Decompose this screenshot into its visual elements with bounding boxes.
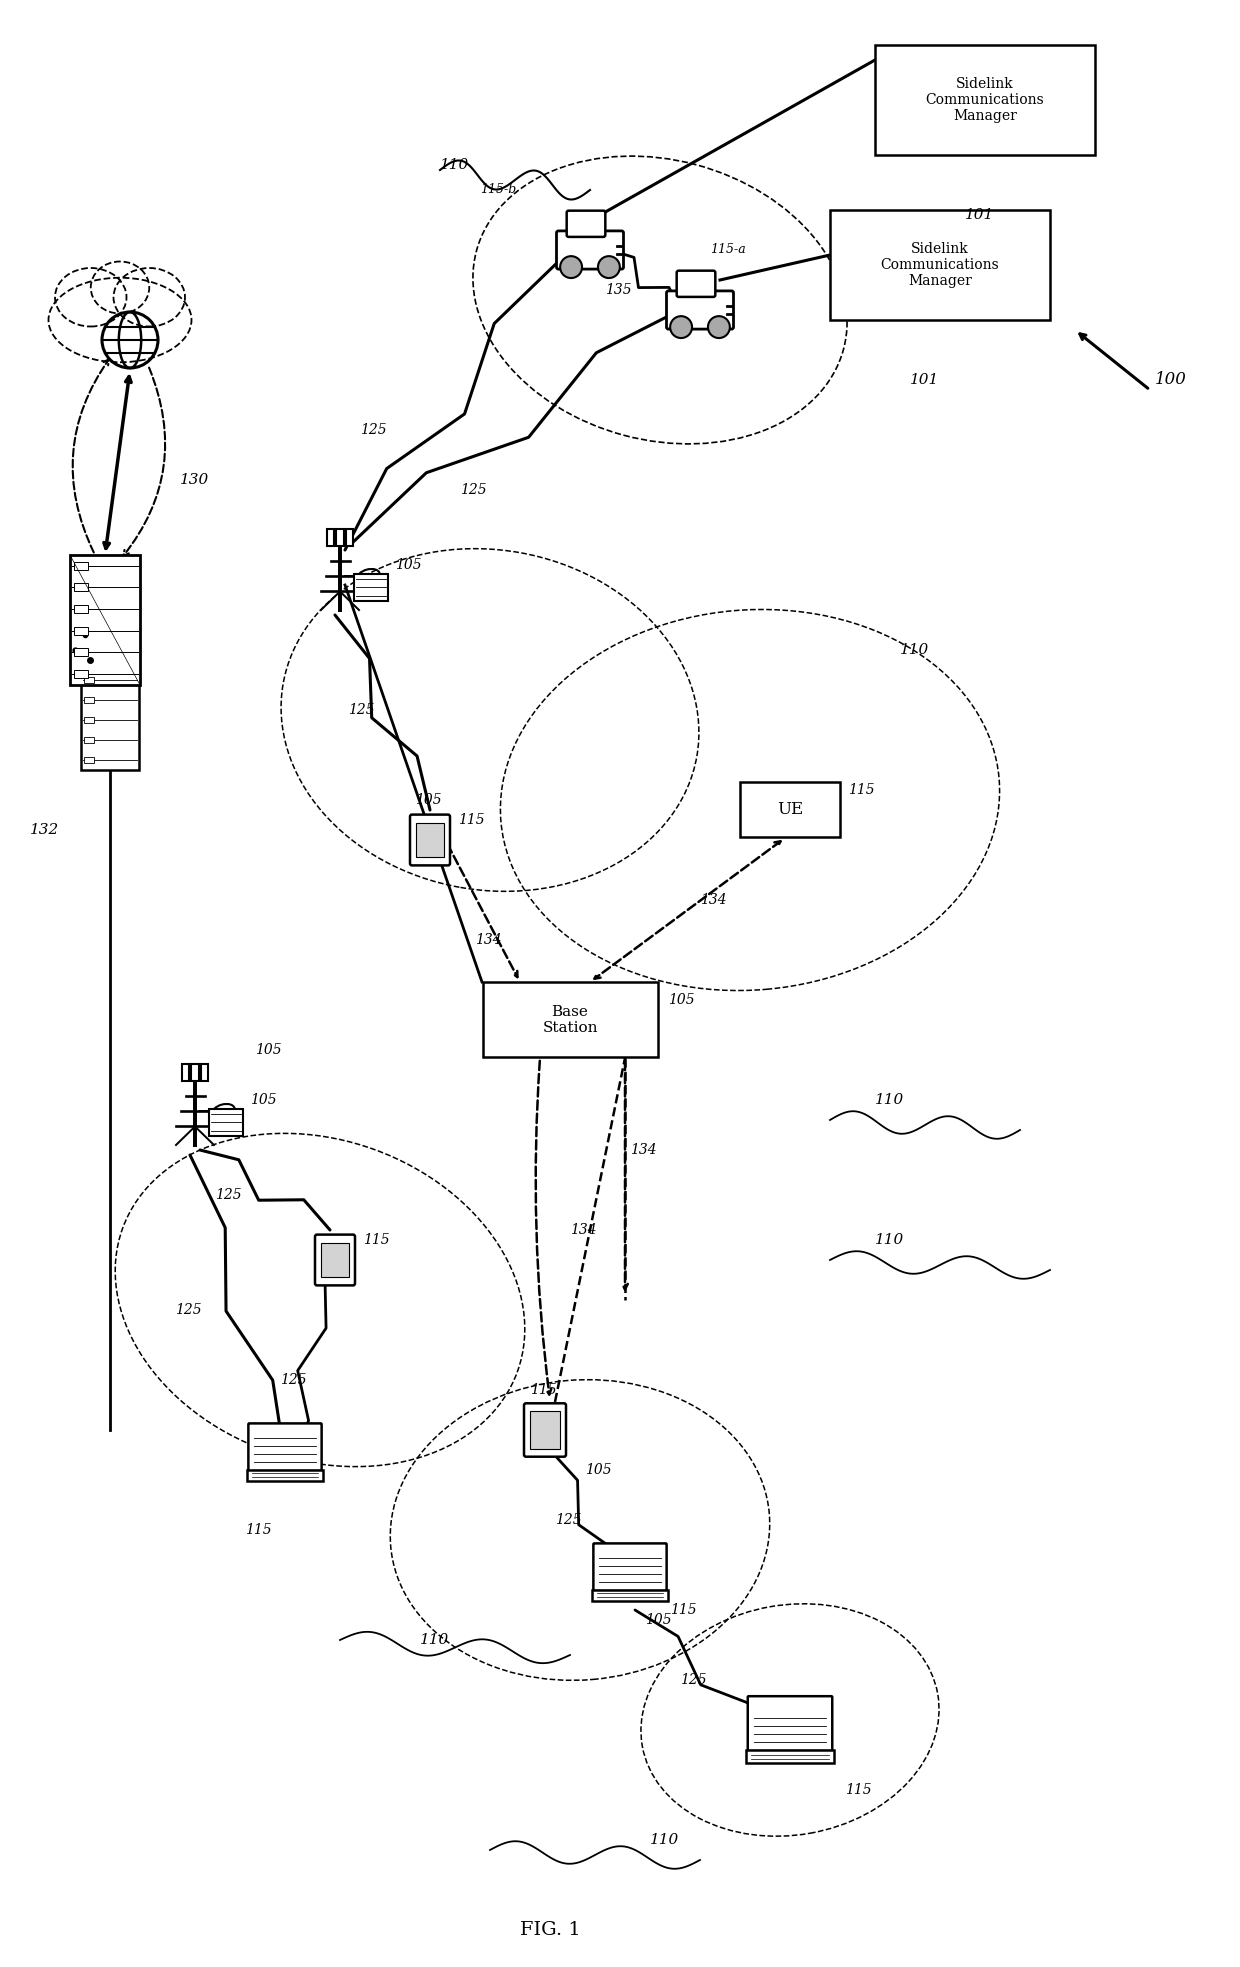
Bar bbox=[247, 1469, 322, 1481]
Bar bbox=[415, 822, 444, 858]
Bar bbox=[84, 738, 94, 744]
Text: 105: 105 bbox=[585, 1463, 611, 1477]
Text: 125: 125 bbox=[215, 1188, 242, 1202]
FancyBboxPatch shape bbox=[594, 1544, 667, 1591]
Bar bbox=[740, 783, 839, 838]
Text: 115: 115 bbox=[458, 812, 485, 826]
Circle shape bbox=[560, 256, 582, 277]
Text: 115: 115 bbox=[670, 1603, 697, 1617]
Bar bbox=[74, 671, 88, 679]
Bar bbox=[74, 627, 88, 635]
FancyBboxPatch shape bbox=[557, 230, 624, 269]
Text: 125: 125 bbox=[680, 1674, 707, 1688]
Bar bbox=[84, 718, 94, 724]
Text: 110: 110 bbox=[900, 643, 929, 657]
Text: UE: UE bbox=[777, 801, 804, 818]
Bar bbox=[69, 555, 140, 685]
FancyBboxPatch shape bbox=[667, 291, 734, 328]
Bar bbox=[529, 1410, 560, 1450]
Text: 105: 105 bbox=[415, 793, 441, 806]
Text: 105: 105 bbox=[250, 1094, 277, 1107]
Bar bbox=[591, 1589, 668, 1601]
FancyBboxPatch shape bbox=[410, 814, 450, 865]
Text: 101: 101 bbox=[910, 374, 939, 387]
Bar bbox=[830, 210, 1050, 321]
Text: FIG. 1: FIG. 1 bbox=[520, 1922, 580, 1939]
Circle shape bbox=[670, 317, 692, 338]
Text: 110: 110 bbox=[650, 1833, 680, 1847]
Text: 132: 132 bbox=[30, 822, 60, 838]
Bar bbox=[84, 696, 94, 702]
Text: 115: 115 bbox=[844, 1782, 872, 1798]
Bar bbox=[191, 1064, 198, 1082]
Text: 125: 125 bbox=[280, 1373, 306, 1387]
Bar bbox=[336, 529, 343, 547]
Circle shape bbox=[598, 256, 620, 277]
Text: 110: 110 bbox=[875, 1094, 904, 1107]
Text: 125: 125 bbox=[175, 1302, 202, 1318]
Text: 105: 105 bbox=[255, 1043, 281, 1056]
Bar bbox=[346, 529, 353, 547]
Text: Base
Station: Base Station bbox=[542, 1005, 598, 1035]
Text: 115-b: 115-b bbox=[480, 183, 516, 197]
Bar bbox=[74, 584, 88, 592]
Text: 125: 125 bbox=[348, 702, 374, 718]
Text: 110: 110 bbox=[440, 157, 469, 171]
FancyBboxPatch shape bbox=[677, 271, 715, 297]
Circle shape bbox=[708, 317, 730, 338]
Bar bbox=[74, 563, 88, 570]
Text: 110: 110 bbox=[420, 1633, 449, 1646]
Bar bbox=[81, 671, 139, 769]
Text: 134: 134 bbox=[630, 1143, 657, 1157]
Bar bbox=[182, 1064, 190, 1082]
Text: 115: 115 bbox=[246, 1522, 272, 1536]
Text: 134: 134 bbox=[570, 1223, 596, 1237]
FancyBboxPatch shape bbox=[525, 1402, 565, 1458]
Text: 134: 134 bbox=[701, 893, 727, 907]
Bar bbox=[201, 1064, 208, 1082]
Text: Sidelink
Communications
Manager: Sidelink Communications Manager bbox=[880, 242, 999, 289]
Text: 101: 101 bbox=[965, 209, 994, 222]
FancyBboxPatch shape bbox=[748, 1696, 832, 1751]
FancyBboxPatch shape bbox=[567, 210, 605, 236]
Text: 105: 105 bbox=[645, 1613, 672, 1627]
Text: 115: 115 bbox=[363, 1233, 389, 1247]
Text: 105: 105 bbox=[668, 993, 694, 1007]
Text: 100: 100 bbox=[1154, 372, 1187, 389]
FancyBboxPatch shape bbox=[315, 1235, 355, 1284]
Text: Sidelink
Communications
Manager: Sidelink Communications Manager bbox=[925, 77, 1044, 124]
Bar bbox=[321, 1243, 348, 1277]
Bar bbox=[482, 982, 657, 1058]
Text: 125: 125 bbox=[556, 1513, 582, 1526]
Text: 135: 135 bbox=[605, 283, 631, 297]
Text: 110: 110 bbox=[875, 1233, 904, 1247]
Text: 125: 125 bbox=[460, 484, 486, 498]
Bar bbox=[875, 45, 1095, 155]
Bar bbox=[74, 606, 88, 614]
FancyBboxPatch shape bbox=[248, 1424, 321, 1471]
Text: 125: 125 bbox=[360, 423, 387, 437]
Bar bbox=[210, 1109, 243, 1135]
Bar bbox=[74, 649, 88, 657]
Bar bbox=[84, 677, 94, 683]
Text: 105: 105 bbox=[396, 559, 422, 572]
Text: 115: 115 bbox=[529, 1383, 557, 1397]
Bar bbox=[84, 757, 94, 763]
Bar bbox=[355, 574, 387, 600]
Text: 134: 134 bbox=[475, 932, 502, 946]
Text: 130: 130 bbox=[180, 472, 210, 488]
Text: 115-a: 115-a bbox=[711, 244, 745, 256]
Bar bbox=[326, 529, 335, 547]
Bar bbox=[746, 1751, 835, 1762]
Text: 115: 115 bbox=[848, 783, 874, 797]
